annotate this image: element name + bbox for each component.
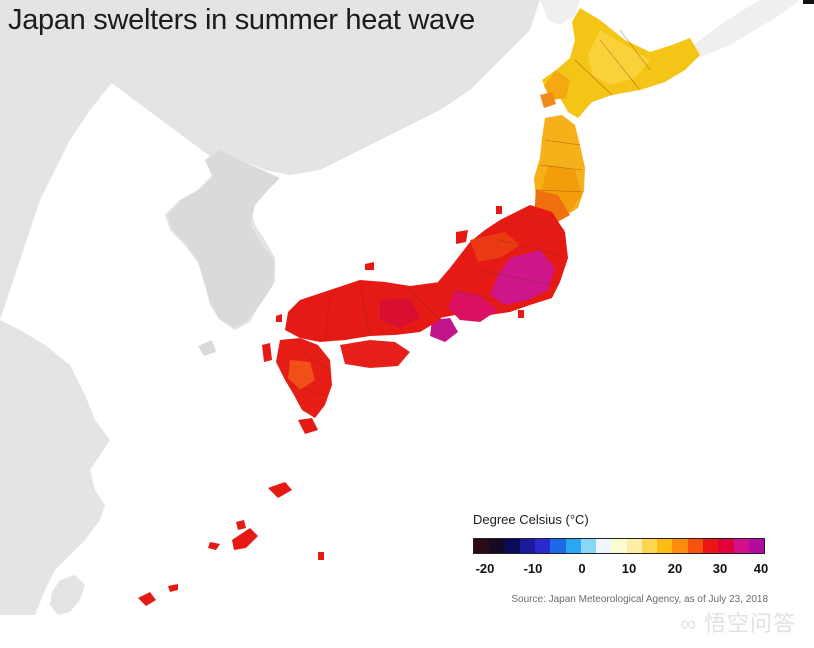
tick-label: 10 (621, 561, 637, 576)
scale-segment (657, 539, 673, 553)
scale-segment (565, 539, 581, 553)
scale-segment (519, 539, 536, 553)
color-scale-bar (473, 538, 765, 554)
scale-segment (748, 539, 765, 553)
taiwan (50, 575, 85, 615)
prefecture-borders (289, 29, 651, 396)
tick-label: -20 (475, 561, 495, 576)
scale-segment (474, 539, 490, 553)
scale-segment (580, 539, 597, 553)
scale-segment (550, 539, 566, 553)
scale-segment (733, 539, 749, 553)
scale-segment (535, 539, 551, 553)
tick-label: -10 (523, 561, 543, 576)
tick-label: 40 (753, 561, 769, 576)
scale-segment (672, 539, 688, 553)
mainland-asia (0, 0, 540, 615)
tick-label: 30 (712, 561, 728, 576)
scale-segment (687, 539, 703, 553)
scale-segment (489, 539, 505, 553)
tick-label: 20 (667, 561, 683, 576)
scale-segment (702, 539, 719, 553)
scale-segment (596, 539, 612, 553)
scale-segment (504, 539, 520, 553)
watermark-logo: ∞ 悟空问答 (680, 611, 796, 636)
legend-title: Degree Celsius (°C) (473, 512, 589, 527)
map-title: Japan swelters in summer heat wave (8, 4, 475, 36)
tick-label: 0 (578, 561, 586, 576)
japan-islands (138, 8, 700, 606)
corner-mark (803, 0, 814, 4)
scale-segment (718, 539, 734, 553)
far-east-russia (540, 0, 800, 62)
scale-segment (611, 539, 627, 553)
scale-segment (626, 539, 642, 553)
source-note: Source: Japan Meteorological Agency, as … (511, 594, 768, 605)
shikoku (340, 340, 410, 368)
scale-segment (641, 539, 658, 553)
korea-peninsula (168, 150, 280, 356)
